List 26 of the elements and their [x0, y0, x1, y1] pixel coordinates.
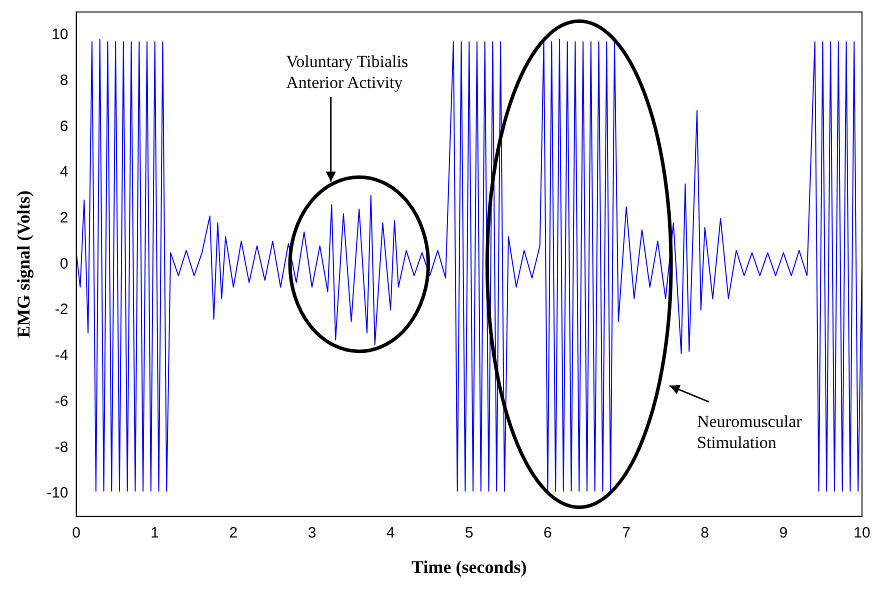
y-tick-label: -10 [46, 484, 68, 502]
x-tick-label: 8 [700, 524, 710, 542]
y-tick-label: -2 [54, 301, 68, 318]
y-axis-title: EMG signal (Volts) [13, 190, 34, 338]
annotation: Voluntary Tibialis Anterior Activity [286, 50, 410, 93]
x-tick-label: 4 [386, 524, 395, 542]
x-tick-label: 1 [150, 524, 160, 542]
x-tick-label: 0 [72, 524, 80, 542]
x-axis-title: Time (seconds) [412, 556, 527, 577]
annotation: Neuromuscular Stimulation [696, 410, 803, 453]
y-tick-label: 6 [60, 118, 68, 135]
y-tick-label: 4 [60, 164, 68, 181]
y-tick-label: -6 [54, 392, 68, 410]
y-tick-label: 8 [60, 72, 68, 89]
x-tick-label: 10 [854, 524, 870, 542]
x-tick-label: 6 [544, 524, 552, 542]
x-tick-label: 7 [622, 524, 630, 542]
y-tick-label: 2 [60, 209, 68, 226]
x-tick-label: 2 [229, 524, 238, 542]
x-tick-label: 5 [464, 524, 474, 542]
x-tick-label: 3 [308, 524, 316, 542]
y-tick-label: -4 [54, 347, 68, 364]
x-tick-label: 9 [779, 524, 788, 542]
y-tick-label: -8 [54, 438, 68, 456]
y-tick-label: 10 [52, 26, 68, 44]
y-tick-label: 0 [60, 255, 68, 272]
